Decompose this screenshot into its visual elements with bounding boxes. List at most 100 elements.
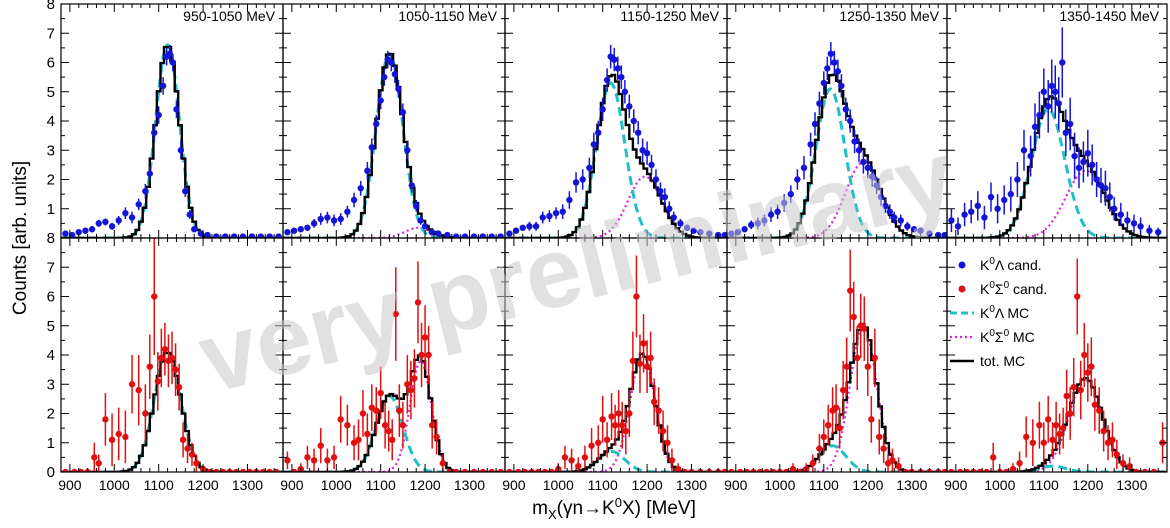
data-point: [1117, 211, 1125, 218]
data-point: [847, 287, 854, 294]
panel-bottom-3: [504, 237, 728, 473]
sigma-mc-curve: [283, 226, 505, 238]
x-tick-label: 900: [502, 477, 526, 493]
y-tick-label: 3: [47, 142, 55, 159]
y-tick-label: 3: [47, 376, 55, 393]
data-point: [981, 214, 988, 221]
data-point: [204, 231, 211, 238]
data-point: [1067, 120, 1074, 128]
data-point: [824, 65, 831, 72]
data-point: [630, 117, 637, 125]
data-point: [1059, 424, 1067, 432]
data-point: [721, 468, 727, 472]
x-tick-label: 1200: [188, 477, 219, 493]
data-point: [188, 451, 196, 458]
data-point: [868, 416, 875, 423]
data-point: [706, 230, 713, 237]
data-point: [608, 413, 615, 420]
data-point: [657, 188, 664, 195]
data-point: [1077, 386, 1084, 394]
data-point: [941, 468, 947, 472]
data-point: [636, 360, 644, 367]
data-point: [626, 103, 633, 110]
data-point: [142, 410, 149, 417]
data-point: [889, 457, 896, 464]
lambda-mc-curve: [283, 394, 505, 472]
data-point: [648, 161, 655, 169]
data-point: [381, 422, 389, 429]
data-point: [219, 468, 227, 472]
data-point: [1048, 82, 1055, 90]
data-point: [770, 468, 777, 472]
legend-label: K0Λ cand.: [980, 256, 1042, 273]
data-point: [825, 422, 832, 429]
data-point: [842, 106, 849, 113]
panel-frame: [946, 3, 1168, 239]
data-point: [1075, 164, 1083, 171]
legend-label: K0Λ MC: [980, 304, 1029, 321]
data-point: [421, 223, 429, 230]
data-point: [957, 468, 964, 472]
data-point: [734, 228, 742, 236]
legend-marker: [958, 261, 966, 269]
y-tick-label: 5: [47, 318, 55, 335]
data-point: [461, 233, 469, 238]
data-point: [843, 363, 850, 370]
data-point: [891, 214, 898, 221]
data-point: [1096, 407, 1103, 414]
data-point: [317, 215, 324, 223]
data-point: [273, 468, 280, 472]
data-point: [1126, 462, 1133, 470]
watermark: very preliminary: [188, 119, 965, 415]
data-point: [615, 410, 622, 417]
data-point: [621, 88, 629, 95]
data-point: [399, 109, 407, 116]
panel-top-1: 950-1050 MeV: [60, 3, 284, 239]
data-point: [968, 208, 975, 215]
data-point: [257, 233, 264, 238]
panel-bottom-1: [60, 237, 284, 473]
legend-label: K0Σ0 MC: [980, 328, 1035, 345]
data-point: [836, 424, 843, 432]
data-point: [186, 211, 193, 218]
data-point: [290, 468, 298, 472]
legend-item-total_mc: tot. MC: [950, 353, 1025, 369]
x-tick-label: 1200: [410, 477, 441, 493]
x-tick-label: 900: [724, 477, 748, 493]
data-point: [166, 50, 173, 57]
data-point: [1155, 228, 1162, 236]
data-point: [122, 209, 129, 217]
data-point: [566, 196, 573, 204]
data-point: [88, 226, 96, 233]
data-point: [461, 468, 469, 472]
data-point: [364, 167, 371, 174]
data-point: [128, 381, 136, 388]
panel-bottom-2: [282, 237, 506, 473]
x-tick-label: 1200: [852, 477, 883, 493]
panel-frame: [282, 3, 506, 239]
legend-marker: [958, 285, 966, 293]
data-point: [1045, 103, 1052, 110]
data-point: [497, 468, 504, 472]
lambda-mc-curve: [505, 81, 727, 238]
data-point: [614, 65, 621, 72]
data-point: [515, 468, 522, 472]
data-point: [284, 457, 291, 464]
data-point: [559, 208, 566, 215]
data-point: [1091, 401, 1099, 408]
x-tick-label: 1100: [366, 477, 396, 493]
data-point: [395, 85, 402, 93]
legend-label: K0Σ0 cand.: [980, 280, 1047, 297]
data-point: [259, 468, 267, 472]
y-tick-label: 1: [47, 201, 55, 218]
data-point: [546, 212, 553, 220]
data-point: [661, 193, 669, 201]
data-point: [389, 436, 396, 444]
data-point: [357, 185, 364, 192]
data-point: [154, 378, 161, 385]
data-point: [670, 214, 677, 221]
y-tick-label: 4: [47, 347, 55, 364]
data-point: [108, 223, 116, 230]
data-point: [172, 366, 179, 373]
data-point: [895, 462, 902, 470]
